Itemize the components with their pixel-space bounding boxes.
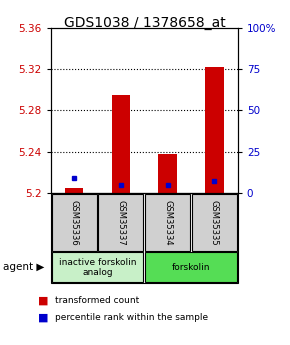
Text: GDS1038 / 1378658_at: GDS1038 / 1378658_at	[64, 16, 226, 30]
Bar	[145, 253, 237, 282]
Bar	[52, 253, 143, 282]
Text: GSM35334: GSM35334	[163, 200, 172, 245]
Text: GSM35335: GSM35335	[210, 200, 219, 245]
Bar	[98, 194, 143, 251]
Text: GSM35336: GSM35336	[70, 200, 79, 245]
Bar	[65, 188, 84, 193]
Text: inactive forskolin
analog: inactive forskolin analog	[59, 258, 136, 277]
Text: ■: ■	[38, 295, 48, 305]
Bar	[52, 194, 97, 251]
Bar	[158, 154, 177, 193]
Bar	[205, 67, 224, 193]
Text: agent ▶: agent ▶	[3, 263, 44, 272]
Text: ■: ■	[38, 313, 48, 322]
Bar	[192, 194, 237, 251]
Text: transformed count: transformed count	[55, 296, 139, 305]
Text: percentile rank within the sample: percentile rank within the sample	[55, 313, 208, 322]
Bar	[145, 194, 190, 251]
Bar	[112, 95, 130, 193]
Text: GSM35337: GSM35337	[116, 200, 125, 245]
Text: forskolin: forskolin	[172, 263, 210, 272]
